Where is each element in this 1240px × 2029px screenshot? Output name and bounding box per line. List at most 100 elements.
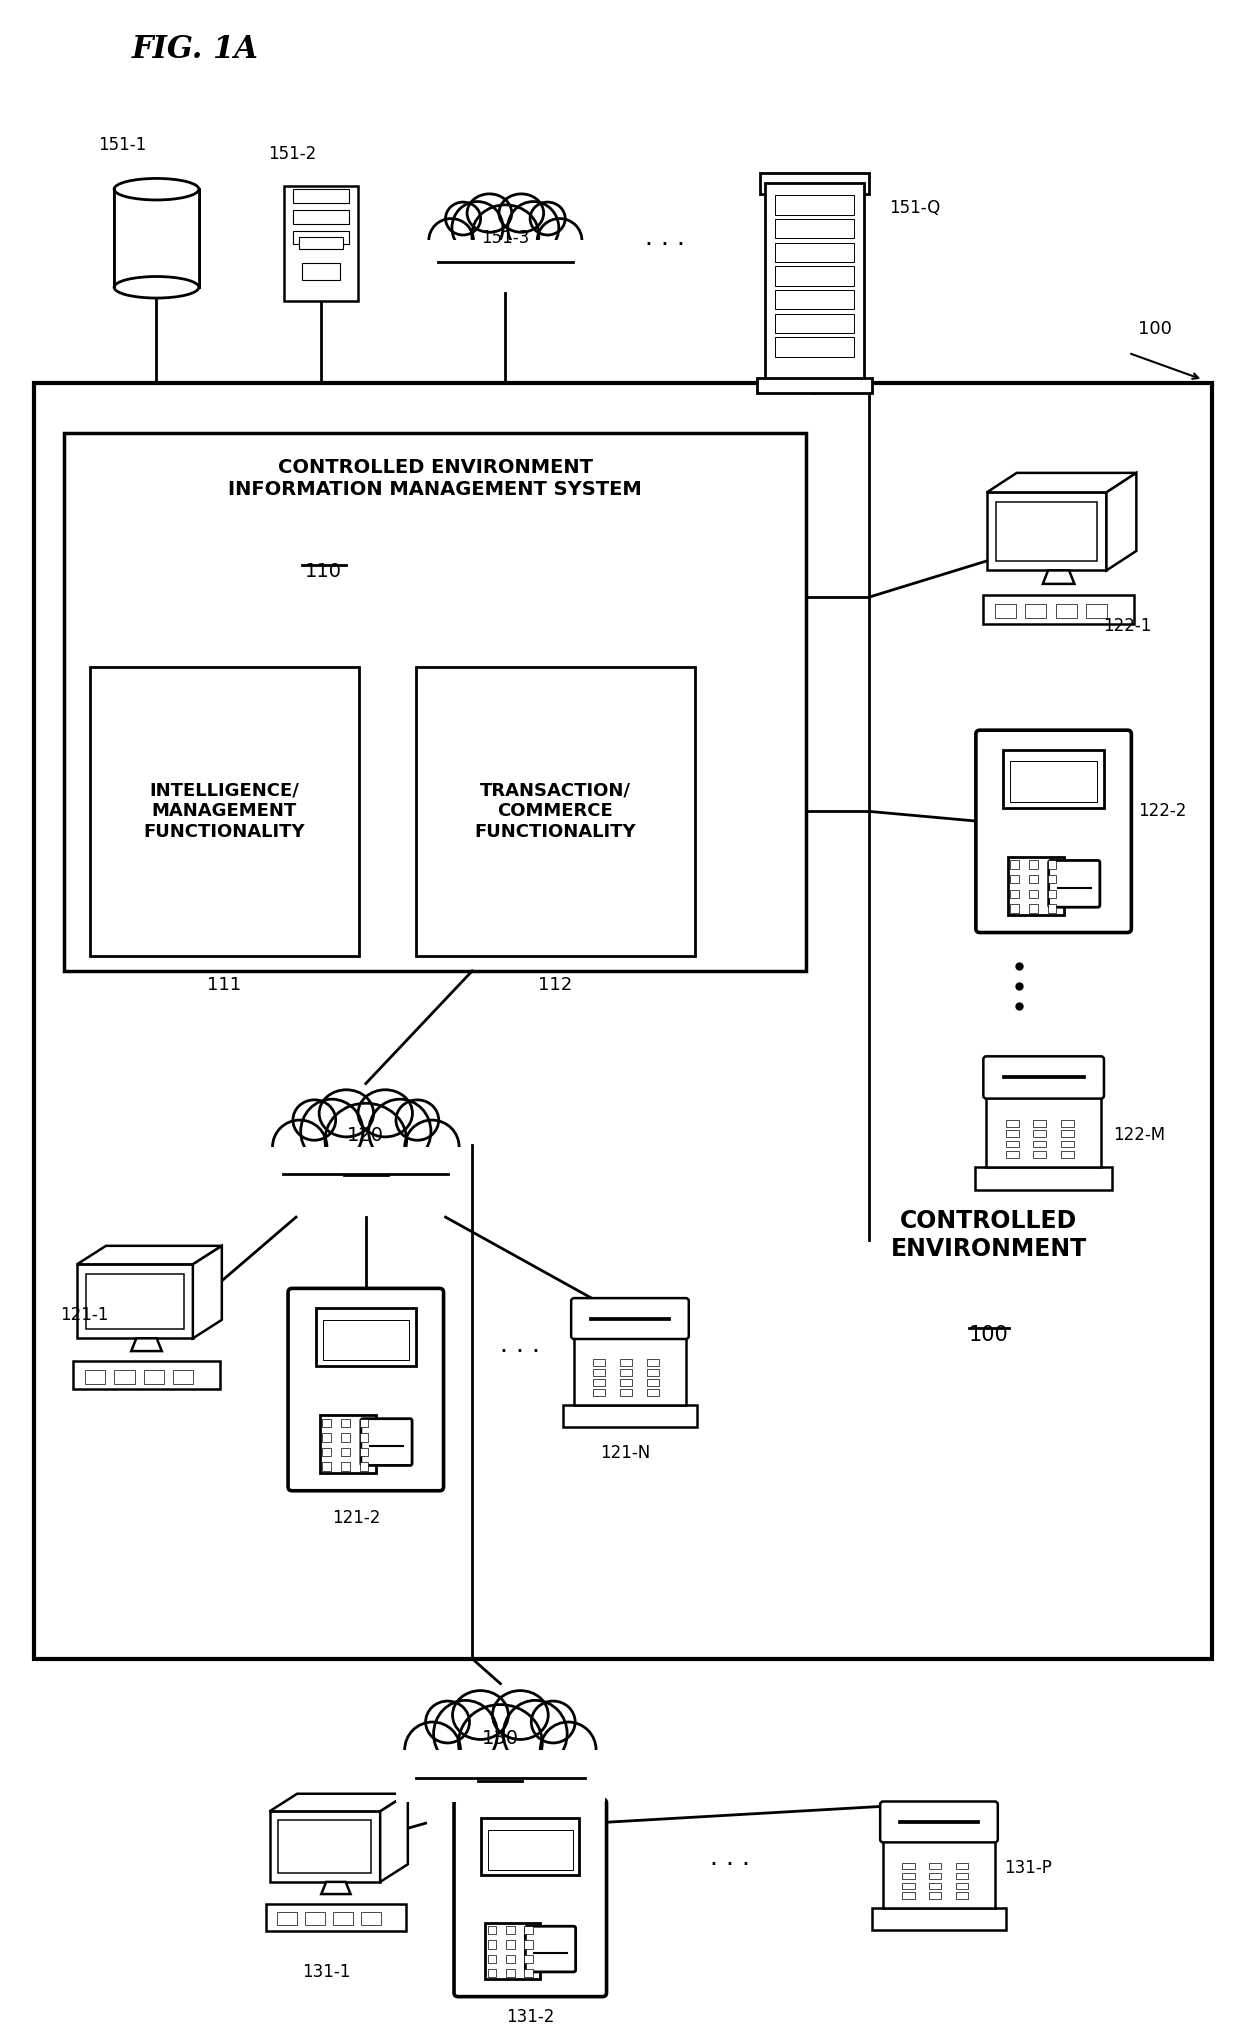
Text: 130: 130 (482, 1729, 518, 1747)
Bar (1003, 749, 1104, 808)
Bar (1011, 761, 1096, 801)
Bar (986, 1096, 1101, 1167)
Bar (299, 237, 343, 250)
Text: . . .: . . . (709, 1846, 750, 1871)
Bar (360, 1432, 368, 1441)
FancyBboxPatch shape (572, 1299, 688, 1339)
Bar (277, 1911, 296, 1926)
Text: 131-1: 131-1 (301, 1962, 350, 1980)
Ellipse shape (445, 203, 481, 235)
Bar (114, 1370, 135, 1384)
Bar (341, 1432, 350, 1441)
Bar (1061, 1120, 1074, 1126)
Bar (1048, 905, 1056, 913)
Bar (278, 1820, 371, 1873)
Bar (396, 1749, 605, 1802)
Text: FIG. 1A: FIG. 1A (131, 34, 258, 65)
Bar (341, 1418, 350, 1426)
Bar (396, 1747, 605, 1802)
Bar (975, 1167, 1112, 1191)
Polygon shape (1043, 570, 1074, 584)
Ellipse shape (529, 203, 565, 235)
Bar (760, 172, 869, 195)
Bar (265, 1903, 405, 1930)
Bar (77, 1264, 193, 1339)
Ellipse shape (498, 195, 543, 231)
Bar (903, 1863, 915, 1869)
Bar (1011, 860, 1019, 868)
Bar (775, 290, 854, 308)
Bar (525, 1954, 533, 1962)
Ellipse shape (429, 219, 474, 262)
Bar (486, 1923, 541, 1980)
Polygon shape (321, 1883, 351, 1893)
Bar (322, 1449, 331, 1457)
Bar (1006, 1140, 1018, 1146)
Bar (929, 1893, 941, 1899)
Text: CONTROLLED
ENVIRONMENT: CONTROLLED ENVIRONMENT (890, 1209, 1087, 1260)
Polygon shape (381, 1794, 408, 1883)
Text: 121-1: 121-1 (60, 1307, 108, 1323)
Bar (574, 1335, 686, 1404)
Bar (415, 668, 694, 956)
Bar (593, 1359, 605, 1366)
Bar (1011, 874, 1019, 883)
Bar (489, 1830, 573, 1869)
FancyBboxPatch shape (880, 1802, 998, 1842)
Bar (334, 1911, 352, 1926)
Bar (525, 1926, 533, 1934)
Bar (775, 314, 854, 333)
Text: CONTROLLED ENVIRONMENT
INFORMATION MANAGEMENT SYSTEM: CONTROLLED ENVIRONMENT INFORMATION MANAG… (228, 459, 642, 499)
Bar (1033, 1130, 1047, 1136)
Ellipse shape (503, 1700, 567, 1767)
Bar (620, 1380, 632, 1386)
Bar (73, 1361, 219, 1390)
Bar (1033, 1140, 1047, 1146)
Bar (593, 1380, 605, 1386)
Bar (956, 1863, 968, 1869)
Bar (303, 262, 340, 280)
FancyBboxPatch shape (454, 1800, 606, 1997)
Polygon shape (77, 1246, 222, 1264)
Bar (293, 209, 350, 223)
FancyBboxPatch shape (361, 1418, 412, 1465)
Ellipse shape (325, 1104, 407, 1177)
Bar (647, 1359, 660, 1366)
Text: 100: 100 (1138, 321, 1172, 339)
Polygon shape (1106, 473, 1136, 570)
Text: 122-1: 122-1 (1104, 617, 1152, 635)
Bar (172, 1370, 193, 1384)
Bar (775, 337, 854, 357)
Bar (903, 1883, 915, 1889)
Ellipse shape (507, 201, 559, 254)
Bar (1025, 603, 1047, 619)
Bar (775, 195, 854, 215)
Text: 122-M: 122-M (1114, 1126, 1166, 1144)
Bar (89, 668, 358, 956)
Bar (593, 1390, 605, 1396)
Bar (987, 493, 1106, 570)
Bar (647, 1370, 660, 1376)
Bar (305, 1911, 325, 1926)
Bar (929, 1883, 941, 1889)
Bar (620, 1370, 632, 1376)
Bar (63, 432, 806, 972)
Ellipse shape (404, 1723, 460, 1777)
Text: 100: 100 (968, 1325, 1008, 1345)
Bar (1061, 1130, 1074, 1136)
Polygon shape (269, 1794, 408, 1812)
Text: 121-N: 121-N (600, 1445, 650, 1463)
Bar (322, 1432, 331, 1441)
Bar (322, 1463, 331, 1471)
Bar (1029, 889, 1038, 899)
Bar (506, 1940, 515, 1948)
Bar (1029, 860, 1038, 868)
Bar (114, 189, 198, 288)
Bar (956, 1873, 968, 1879)
Ellipse shape (114, 179, 198, 201)
Bar (360, 1463, 368, 1471)
Bar (593, 1370, 605, 1376)
Text: 151-3: 151-3 (481, 229, 529, 248)
Bar (1008, 856, 1064, 915)
Polygon shape (193, 1246, 222, 1339)
